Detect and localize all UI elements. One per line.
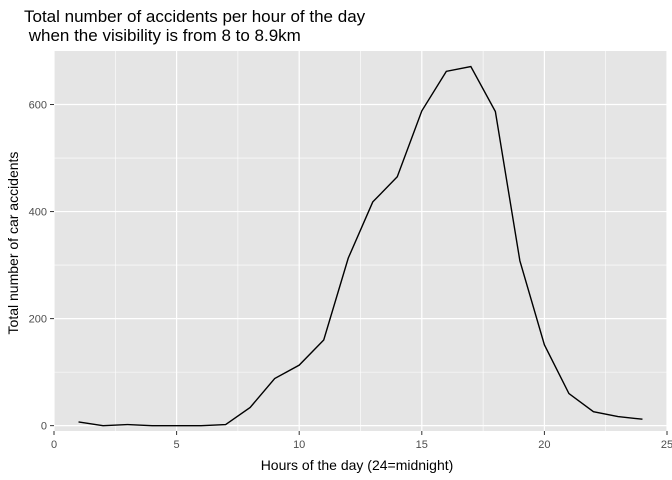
x-tick-label: 25 (661, 439, 672, 451)
minor-gridlines (54, 51, 667, 431)
x-axis-title: Hours of the day (24=midnight) (261, 457, 454, 473)
x-tick-label: 5 (174, 439, 180, 451)
x-tick-label: 20 (538, 439, 550, 451)
series-line (78, 65, 643, 427)
chart-title-line2: when the visibility is from 8 to 8.9km (24, 26, 301, 45)
x-tick-label: 15 (416, 439, 428, 451)
y-tick-label: 200 (29, 314, 47, 326)
y-tick-label: 0 (41, 421, 47, 433)
y-tick-label: 600 (29, 100, 47, 112)
x-axis: 0 5 10 15 20 25 (51, 431, 672, 451)
y-tick-label: 400 (29, 207, 47, 219)
x-tick-label: 0 (51, 439, 57, 451)
y-axis: 0 200 400 600 (29, 100, 54, 433)
major-gridlines (53, 51, 668, 431)
x-tick-label: 10 (293, 439, 305, 451)
y-axis-title: Total number of car accidents (5, 152, 21, 335)
chart-title-line1: Total number of accidents per hour of th… (24, 7, 366, 26)
